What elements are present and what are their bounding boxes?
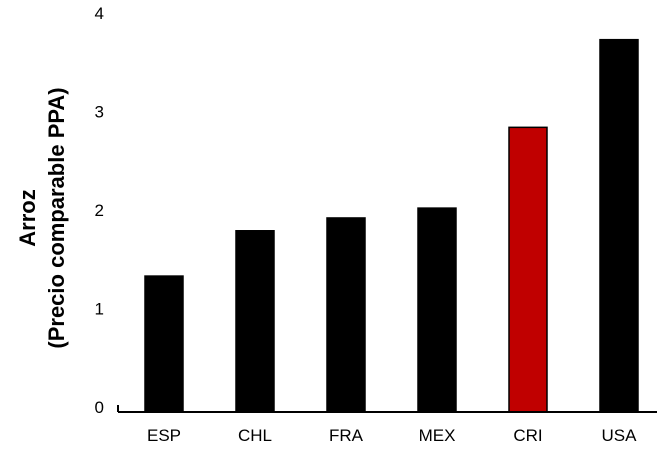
y-axis-title-line2: (Precio comparable PPA)	[44, 87, 69, 348]
x-category-label: CHL	[238, 426, 272, 445]
y-axis-title: Arroz (Precio comparable PPA)	[15, 87, 69, 348]
bar-esp	[144, 275, 184, 413]
y-tick-label: 4	[95, 4, 104, 23]
bar-fra	[326, 217, 366, 413]
bar-chl	[235, 230, 275, 413]
y-tick-label: 1	[95, 300, 104, 319]
x-category-label: MEX	[419, 426, 456, 445]
y-tick-label: 2	[95, 201, 104, 220]
x-category-label: CRI	[513, 426, 542, 445]
y-axis-title-line1: Arroz	[15, 189, 40, 246]
x-category-label: FRA	[329, 426, 364, 445]
bar-usa	[599, 38, 639, 413]
x-category-label: USA	[602, 426, 638, 445]
x-category-label: ESP	[147, 426, 181, 445]
bar-mex	[417, 207, 457, 413]
x-axis-categories: ESP CHL FRA MEX CRI USA	[147, 426, 637, 445]
y-tick-label: 3	[95, 103, 104, 122]
y-axis-ticks: 0 1 2 3 4	[95, 4, 104, 417]
bars-group	[144, 38, 639, 413]
y-tick-label: 0	[95, 398, 104, 417]
bar-cri	[508, 126, 548, 413]
